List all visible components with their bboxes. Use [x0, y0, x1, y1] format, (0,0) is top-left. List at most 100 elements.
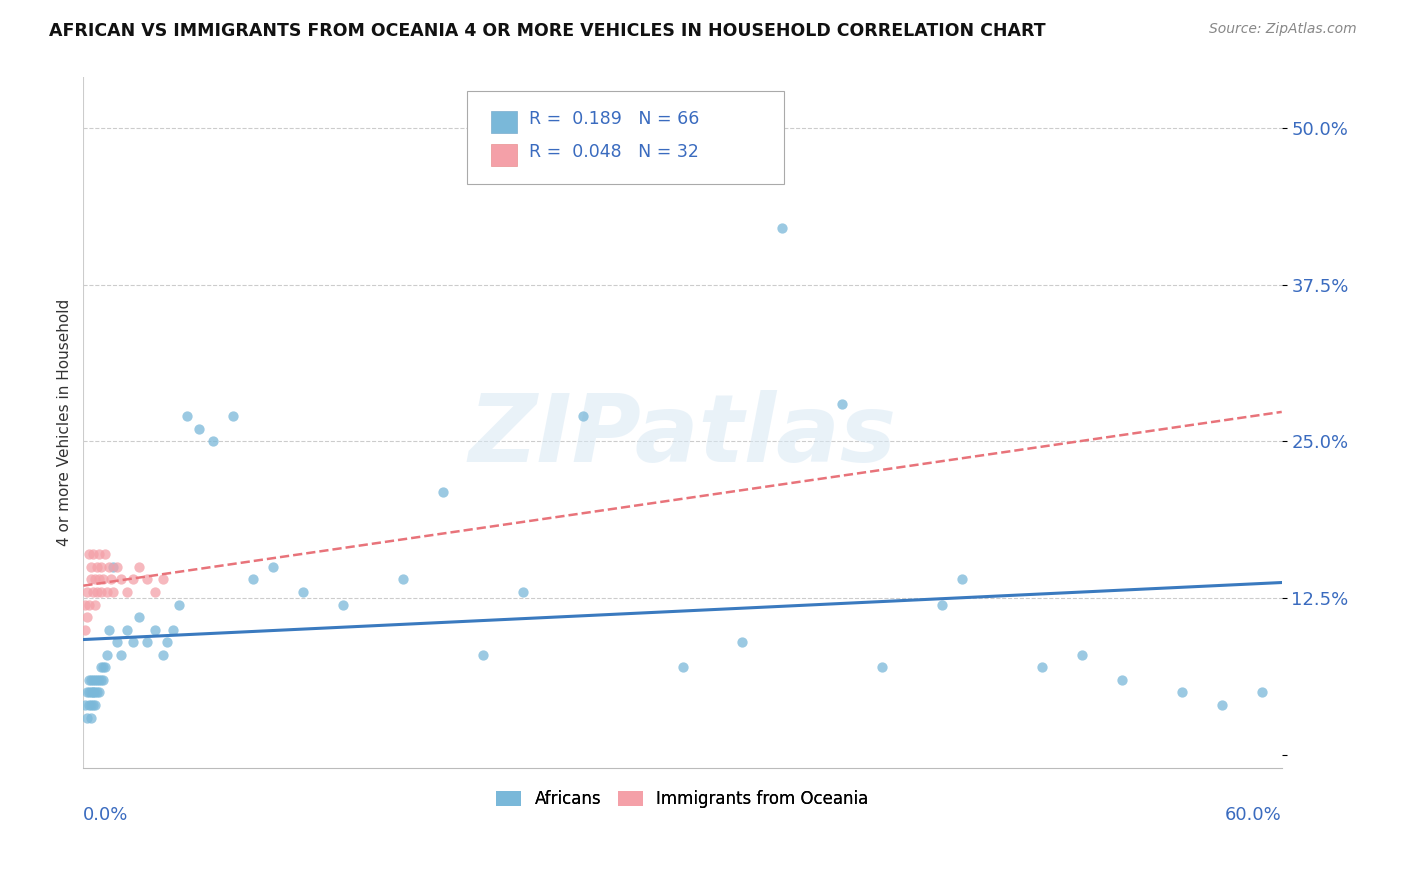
- Point: [671, 660, 693, 674]
- Bar: [491, 144, 517, 166]
- Point: [89, 673, 111, 687]
- Point: [122, 635, 145, 649]
- Point: [105, 635, 128, 649]
- Point: [100, 573, 122, 587]
- Point: [90, 673, 112, 687]
- Point: [115, 623, 138, 637]
- Point: [86, 585, 108, 599]
- Point: [94, 547, 117, 561]
- Point: [80, 560, 103, 574]
- Point: [91, 660, 114, 674]
- Point: [96, 585, 118, 599]
- Point: [89, 547, 111, 561]
- Point: [76, 710, 98, 724]
- Point: [89, 573, 111, 587]
- Point: [82, 698, 104, 712]
- Point: [870, 660, 893, 674]
- Point: [94, 660, 117, 674]
- Point: [79, 698, 101, 712]
- Text: 0.0%: 0.0%: [83, 805, 129, 823]
- Point: [1071, 648, 1094, 662]
- Point: [105, 560, 128, 574]
- Point: [770, 221, 793, 235]
- Point: [136, 573, 159, 587]
- FancyBboxPatch shape: [467, 91, 785, 185]
- Bar: [491, 111, 517, 133]
- Point: [110, 648, 132, 662]
- Point: [292, 585, 315, 599]
- Point: [84, 673, 107, 687]
- Point: [75, 623, 97, 637]
- Point: [82, 547, 104, 561]
- Text: R =  0.048   N = 32: R = 0.048 N = 32: [529, 143, 699, 161]
- Point: [82, 585, 104, 599]
- Point: [167, 598, 190, 612]
- Point: [392, 573, 415, 587]
- Point: [1111, 673, 1133, 687]
- Point: [332, 598, 354, 612]
- Point: [128, 560, 150, 574]
- Point: [91, 673, 114, 687]
- Text: 60.0%: 60.0%: [1225, 805, 1282, 823]
- Point: [128, 610, 150, 624]
- Y-axis label: 4 or more Vehicles in Household: 4 or more Vehicles in Household: [58, 299, 72, 546]
- Point: [152, 573, 174, 587]
- Point: [80, 673, 103, 687]
- Point: [80, 573, 103, 587]
- Point: [162, 623, 184, 637]
- Point: [76, 685, 98, 699]
- Point: [80, 698, 103, 712]
- Point: [84, 698, 107, 712]
- Point: [91, 573, 114, 587]
- Point: [143, 623, 166, 637]
- Point: [89, 685, 111, 699]
- Point: [82, 685, 104, 699]
- Point: [96, 648, 118, 662]
- Point: [76, 585, 98, 599]
- Point: [222, 409, 245, 424]
- Text: R =  0.189   N = 66: R = 0.189 N = 66: [529, 110, 699, 128]
- Point: [76, 610, 98, 624]
- Point: [84, 573, 107, 587]
- Point: [79, 685, 101, 699]
- Point: [471, 648, 494, 662]
- Point: [98, 560, 121, 574]
- Point: [84, 685, 107, 699]
- Point: [152, 648, 174, 662]
- Point: [86, 685, 108, 699]
- Text: ZIPatlas: ZIPatlas: [468, 391, 897, 483]
- Point: [79, 673, 101, 687]
- Point: [90, 585, 112, 599]
- Point: [1031, 660, 1053, 674]
- Point: [84, 598, 107, 612]
- Point: [731, 635, 754, 649]
- Point: [188, 422, 211, 436]
- Point: [1211, 698, 1233, 712]
- Point: [136, 635, 159, 649]
- Legend: Africans, Immigrants from Oceania: Africans, Immigrants from Oceania: [489, 783, 876, 814]
- Point: [80, 685, 103, 699]
- Point: [432, 484, 454, 499]
- Point: [122, 573, 145, 587]
- Point: [79, 547, 101, 561]
- Point: [156, 635, 179, 649]
- Text: Source: ZipAtlas.com: Source: ZipAtlas.com: [1209, 22, 1357, 37]
- Point: [1171, 685, 1194, 699]
- Point: [82, 685, 104, 699]
- Point: [950, 573, 973, 587]
- Point: [103, 560, 125, 574]
- Text: AFRICAN VS IMMIGRANTS FROM OCEANIA 4 OR MORE VEHICLES IN HOUSEHOLD CORRELATION C: AFRICAN VS IMMIGRANTS FROM OCEANIA 4 OR …: [49, 22, 1046, 40]
- Point: [512, 585, 534, 599]
- Point: [931, 598, 953, 612]
- Point: [80, 710, 103, 724]
- Point: [75, 598, 97, 612]
- Point: [75, 698, 97, 712]
- Point: [110, 573, 132, 587]
- Point: [571, 409, 593, 424]
- Point: [176, 409, 198, 424]
- Point: [79, 598, 101, 612]
- Point: [115, 585, 138, 599]
- Point: [82, 673, 104, 687]
- Point: [202, 434, 225, 449]
- Point: [242, 573, 264, 587]
